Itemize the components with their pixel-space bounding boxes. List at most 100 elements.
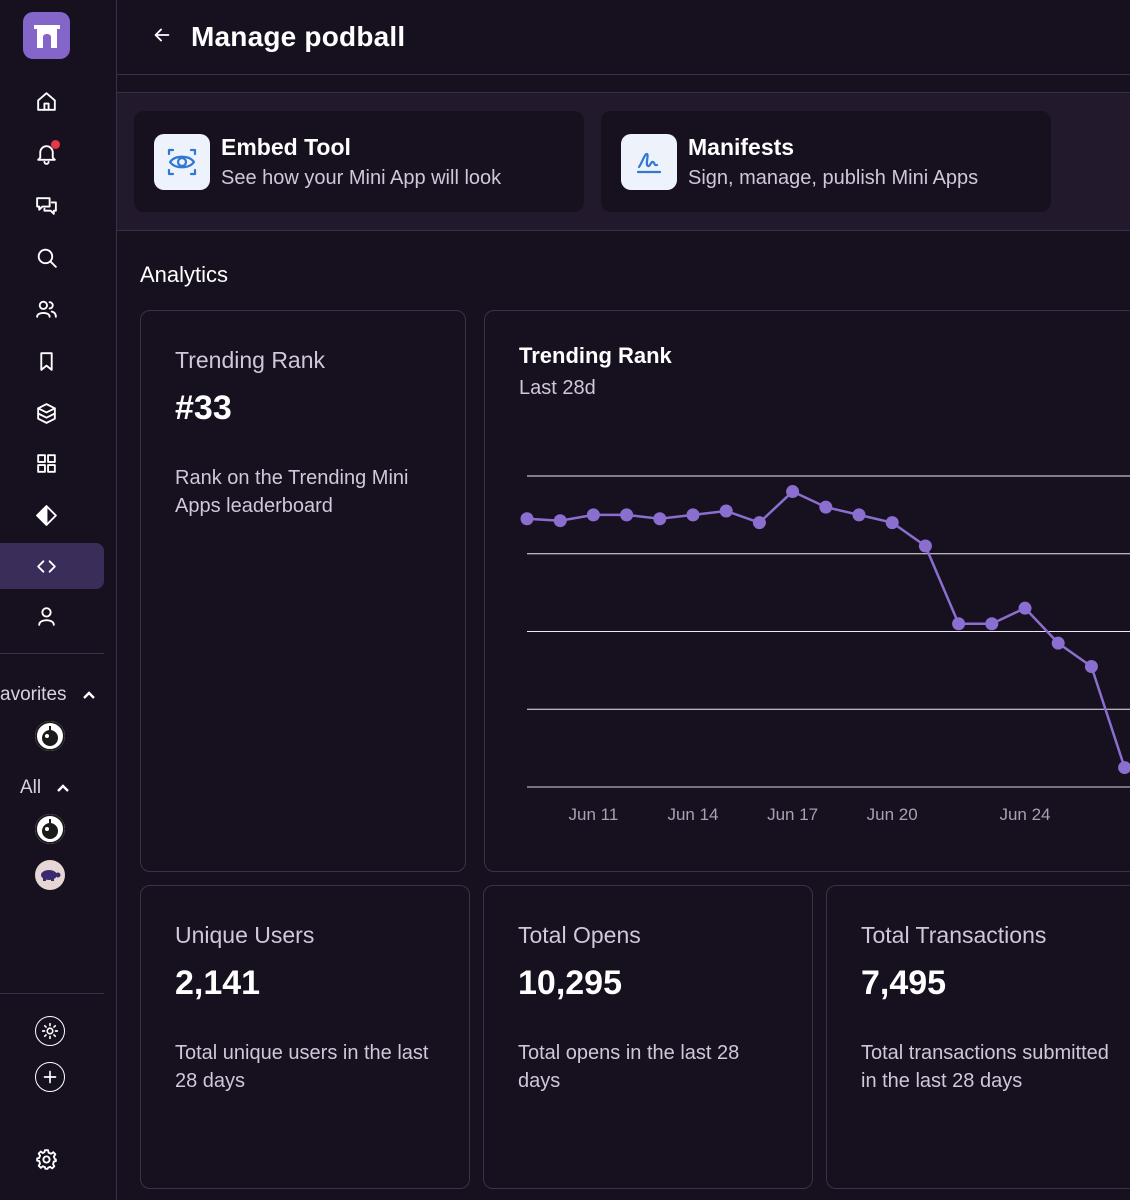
nav-home[interactable]	[0, 78, 104, 124]
chart-point[interactable]	[620, 508, 634, 522]
sidebar-divider	[0, 993, 104, 994]
manifests-card[interactable]: Manifests Sign, manage, publish Mini App…	[601, 111, 1051, 212]
chart-x-tick-label: Jun 24	[999, 805, 1050, 824]
chevron-up-icon	[82, 691, 95, 699]
total-transactions-desc: Total transactions submitted in the last…	[861, 1042, 1109, 1092]
embed-tool-subtitle: See how your Mini App will look	[221, 166, 502, 189]
nav-packages[interactable]	[0, 390, 104, 436]
page-title: Manage podball	[191, 21, 406, 52]
chart-point[interactable]	[819, 500, 833, 514]
gear-icon	[35, 1148, 57, 1170]
manifests-subtitle: Sign, manage, publish Mini Apps	[688, 166, 979, 189]
chart-subtitle: Last 28d	[519, 377, 596, 399]
app-logo[interactable]	[23, 12, 70, 59]
chart-point[interactable]	[653, 512, 667, 526]
plus-icon	[43, 1070, 57, 1084]
chart-point[interactable]	[918, 539, 932, 553]
all-app-avatar-turtle[interactable]	[35, 860, 65, 890]
chart-x-tick-label: Jun 17	[767, 805, 818, 824]
page-header: Manage podball	[117, 0, 1130, 75]
home-icon	[36, 91, 56, 111]
chart-point[interactable]	[586, 508, 600, 522]
code-icon	[36, 559, 56, 573]
chart-point[interactable]	[985, 617, 999, 631]
manifests-icon-box	[621, 133, 677, 190]
chart-title: Trending Rank	[519, 343, 672, 368]
eye-icon	[167, 148, 197, 175]
chart-point[interactable]	[786, 485, 800, 499]
search-icon	[37, 248, 57, 268]
unique-users-value: 2,141	[175, 964, 261, 1002]
chart-point[interactable]	[1051, 636, 1065, 650]
add-app-button[interactable]	[35, 1062, 65, 1092]
nav-notifications[interactable]	[0, 130, 104, 176]
turtle-avatar-icon	[41, 870, 61, 881]
arch-logo-icon	[33, 24, 60, 48]
grid-icon	[36, 453, 56, 473]
arrow-left-icon	[154, 28, 170, 41]
trending-rank-value: #33	[175, 389, 232, 427]
total-opens-desc: Total opens in the last 28 days	[518, 1042, 740, 1092]
chart-point[interactable]	[686, 508, 700, 522]
nav-profile[interactable]	[0, 593, 104, 639]
cube-icon	[36, 402, 56, 424]
embed-tool-card[interactable]: Embed Tool See how your Mini App will lo…	[134, 111, 584, 212]
total-opens-card: Total Opens 10,295 Total opens in the la…	[483, 885, 813, 1189]
chart-point[interactable]	[1018, 601, 1032, 615]
trending-rank-chart: Jun 11 Jun 14 Jun 17 Jun 20 Jun 24	[520, 475, 1130, 824]
chevron-up-icon	[57, 784, 69, 792]
signature-icon	[636, 152, 662, 173]
chart-point[interactable]	[520, 512, 534, 526]
total-transactions-label: Total Transactions	[861, 922, 1047, 948]
trending-rank-card: Trending Rank #33 Rank on the Trending M…	[140, 310, 466, 872]
nav-bookmarks[interactable]	[0, 338, 104, 384]
notification-dot	[51, 140, 60, 149]
chart-point[interactable]	[852, 508, 866, 522]
chart-point[interactable]	[952, 617, 966, 631]
chart-series-line	[526, 490, 1126, 768]
favorite-app-avatar[interactable]	[35, 721, 65, 751]
back-button[interactable]	[151, 24, 173, 51]
unique-users-card: Unique Users 2,141 Total unique users in…	[140, 885, 470, 1189]
nav-diamond[interactable]	[0, 492, 104, 538]
diamond-icon	[35, 504, 57, 526]
favorites-label: avorites	[0, 684, 67, 705]
chart-point[interactable]	[719, 504, 733, 518]
all-app-avatar-podball[interactable]	[35, 814, 65, 844]
chart-point[interactable]	[885, 516, 899, 530]
embed-tool-icon-box	[154, 133, 210, 190]
chart-point[interactable]	[752, 516, 766, 530]
all-toggle[interactable]: All	[20, 777, 71, 799]
unique-users-label: Unique Users	[175, 922, 315, 948]
chart-x-tick-label: Jun 11	[569, 805, 619, 824]
all-label: All	[20, 777, 42, 798]
chart-point[interactable]	[1084, 659, 1098, 673]
embed-tool-title: Embed Tool	[221, 133, 351, 160]
total-opens-label: Total Opens	[518, 922, 641, 948]
nav-search[interactable]	[0, 234, 104, 280]
trending-rank-desc: Rank on the Trending Mini Apps leaderboa…	[175, 467, 409, 517]
bookmark-icon	[39, 351, 53, 371]
nav-users[interactable]	[0, 286, 104, 332]
tools-section: Embed Tool See how your Mini App will lo…	[117, 92, 1130, 231]
total-transactions-value: 7,495	[861, 964, 947, 1002]
trending-rank-chart-card: Trending Rank Last 28d Jun 11 Jun 14 Jun 1…	[484, 310, 1130, 872]
chart-x-tick-label: Jun 20	[867, 805, 918, 824]
nav-messages[interactable]	[0, 182, 104, 228]
nav-settings[interactable]	[0, 1136, 104, 1182]
manifests-title: Manifests	[688, 133, 795, 160]
nav-developer[interactable]	[0, 543, 104, 589]
chart-point[interactable]	[1118, 761, 1130, 775]
analytics-heading: Analytics	[140, 262, 229, 287]
app-settings-button[interactable]	[35, 1016, 65, 1046]
chat-icon	[35, 196, 57, 215]
users-icon	[35, 300, 57, 318]
sidebar: avorites All	[0, 0, 117, 1200]
chart-point[interactable]	[553, 514, 567, 528]
podball-avatar-icon	[35, 721, 65, 751]
sidebar-divider	[0, 653, 104, 654]
nav-apps[interactable]	[0, 440, 104, 486]
trending-rank-label: Trending Rank	[175, 347, 326, 373]
gear-icon	[41, 1022, 59, 1040]
favorites-toggle[interactable]: avorites	[0, 684, 97, 706]
